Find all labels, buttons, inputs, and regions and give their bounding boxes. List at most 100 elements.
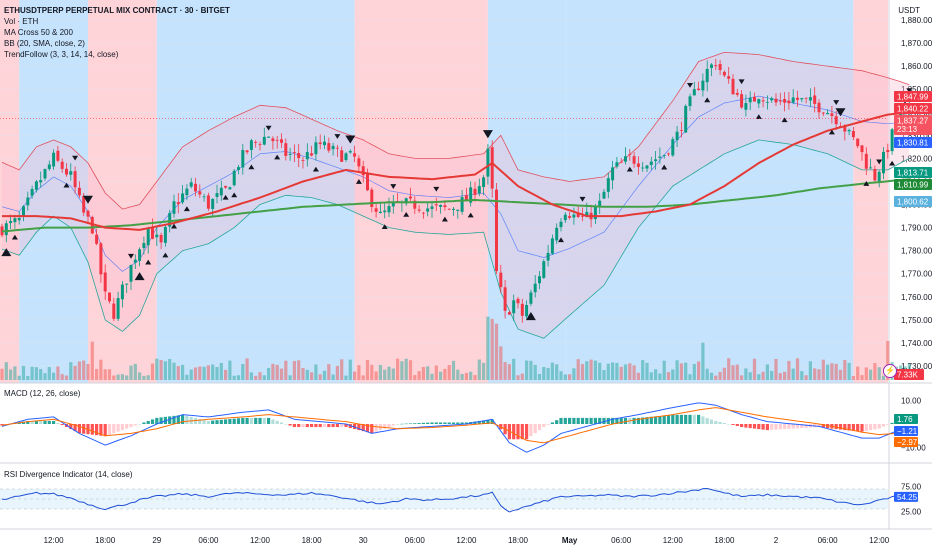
candle-body	[744, 103, 748, 110]
macd-pane-label[interactable]: MACD (12, 26, close)	[4, 389, 81, 398]
legend-trendfollow[interactable]: TrendFollow (3, 3, 14, 14, close)	[4, 50, 119, 59]
candle-body	[198, 191, 202, 195]
macd-histogram-bar	[869, 424, 873, 431]
candle-body	[142, 243, 146, 249]
macd-histogram-bar	[370, 424, 374, 434]
price-badge	[894, 91, 932, 102]
candle-body	[129, 264, 133, 282]
volume-bar	[533, 364, 537, 380]
volume-bar	[52, 372, 56, 380]
volume-bar	[284, 360, 288, 380]
volume-bar	[447, 364, 451, 380]
volume-bar	[301, 368, 305, 380]
trend-down-marker	[835, 108, 846, 117]
volume-bar	[783, 371, 787, 380]
candle-body	[598, 200, 602, 208]
macd-histogram-bar	[112, 424, 116, 434]
legend-title[interactable]: ETHUSDTPERP PERPETUAL MIX CONTRACT · 30 …	[4, 6, 230, 15]
volume-bar	[60, 374, 64, 380]
volume-bar	[580, 364, 585, 380]
macd-histogram-bar	[666, 415, 671, 424]
volume-bar	[297, 360, 301, 380]
volume-badge-label: 7.33K	[897, 371, 919, 380]
volume-bar	[275, 364, 279, 380]
legend-bollinger[interactable]: BB (20, SMA, close, 2)	[4, 39, 85, 48]
volume-bar	[0, 368, 4, 380]
rsi-badge	[894, 491, 918, 502]
volume-bar	[396, 358, 400, 380]
macd-histogram-bar	[838, 424, 843, 430]
candle-body	[301, 160, 305, 161]
volume-bar	[99, 359, 103, 380]
macd-histogram-bar	[116, 424, 120, 432]
legend-volume[interactable]: Vol · ETH	[4, 17, 39, 26]
macd-histogram-bar	[821, 424, 825, 428]
time-tick-label: 18:00	[508, 536, 529, 545]
volume-bar	[568, 374, 572, 380]
price-badge	[894, 196, 932, 207]
candle-body	[813, 95, 817, 104]
price-badge	[894, 179, 932, 190]
macd-histogram-bar	[258, 417, 262, 424]
volume-bar	[215, 366, 219, 380]
candle-body	[555, 227, 559, 241]
macd-histogram-bar	[245, 417, 249, 424]
candle-body	[843, 125, 847, 132]
candle-body	[710, 64, 713, 68]
macd-histogram-bar	[615, 417, 619, 424]
volume-bar	[649, 372, 653, 380]
candle-body	[426, 208, 430, 212]
legend-ma-cross[interactable]: MA Cross 50 & 200	[4, 28, 73, 37]
macd-histogram-bar	[125, 424, 129, 429]
macd-histogram-bar	[206, 420, 210, 424]
macd-histogram-bar	[224, 419, 228, 424]
volume-bar	[834, 363, 838, 380]
volume-bar	[507, 364, 511, 380]
volume-bar	[658, 373, 662, 380]
candle-body	[882, 151, 885, 174]
trend-up-marker	[162, 252, 169, 258]
rsi-pane-label[interactable]: RSI Divergence Indicator (14, close)	[4, 470, 133, 479]
trend-up-marker	[231, 192, 238, 198]
volume-bar	[473, 375, 477, 380]
volume-bar	[877, 367, 881, 380]
trend-down-marker	[345, 135, 356, 144]
macd-histogram-bar	[877, 424, 881, 429]
volume-bar	[813, 368, 817, 380]
candle-body	[538, 276, 541, 284]
volume-bar	[864, 367, 868, 380]
macd-histogram-bar	[864, 424, 868, 431]
macd-histogram-bar	[520, 424, 524, 440]
candle-body	[52, 152, 56, 167]
macd-histogram-bar	[856, 424, 860, 432]
alert-bolt-icon[interactable]: ⚡	[883, 364, 897, 378]
volume-bar	[881, 375, 886, 380]
trend-up-marker	[467, 212, 474, 218]
macd-histogram-bar	[305, 424, 309, 428]
background-zone-pink	[853, 0, 888, 383]
volume-bar	[873, 363, 877, 380]
macd-histogram-bar	[800, 424, 804, 429]
macd-histogram-bar	[886, 424, 890, 425]
currency-label[interactable]: USDT	[898, 6, 920, 15]
macd-histogram-bar	[623, 417, 628, 424]
candle-body	[99, 243, 103, 275]
price-tick-label: 1,770.00	[901, 270, 932, 279]
macd-histogram-bar	[593, 417, 597, 424]
candle-body	[495, 189, 498, 272]
candle-body	[288, 154, 292, 155]
volume-bar	[82, 360, 86, 380]
candle-body	[869, 167, 873, 169]
candle-body	[783, 98, 787, 103]
macd-histogram-bar	[641, 417, 645, 424]
candle-body	[520, 303, 524, 316]
candle-body	[718, 63, 722, 71]
price-badge-label: 1,830.81	[897, 139, 929, 148]
macd-histogram-bar	[103, 424, 107, 437]
volume-bar	[490, 318, 494, 380]
macd-histogram-bar	[219, 419, 223, 424]
candle-body	[761, 100, 765, 102]
macd-histogram-bar	[722, 422, 726, 424]
